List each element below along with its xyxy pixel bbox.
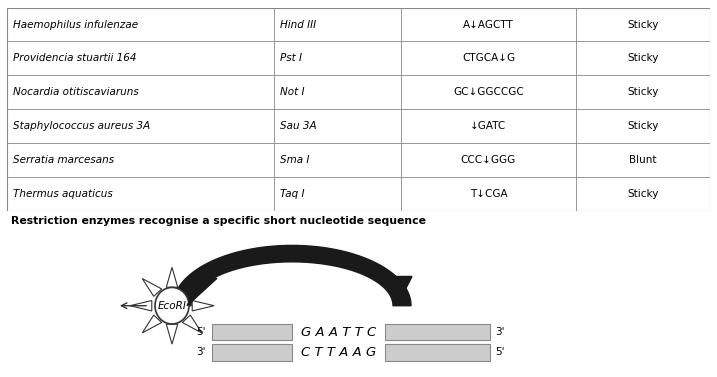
Text: A↓AGCTT: A↓AGCTT: [463, 20, 514, 29]
Text: Not I: Not I: [280, 87, 304, 97]
Text: Sticky: Sticky: [627, 121, 659, 131]
Polygon shape: [382, 276, 412, 306]
Text: GC↓GGCCGC: GC↓GGCCGC: [453, 87, 524, 97]
Text: T↓CGA: T↓CGA: [470, 189, 508, 199]
Text: Serratia marcesans: Serratia marcesans: [13, 155, 114, 165]
Text: 5': 5': [495, 347, 505, 357]
Text: 3': 3': [196, 347, 206, 357]
Polygon shape: [166, 324, 178, 344]
Polygon shape: [187, 278, 217, 306]
Polygon shape: [130, 300, 152, 311]
Polygon shape: [182, 279, 201, 296]
Text: Pst I: Pst I: [280, 54, 302, 63]
Polygon shape: [173, 245, 411, 306]
Bar: [385, 344, 490, 360]
Text: ↓GATC: ↓GATC: [470, 121, 507, 131]
Polygon shape: [166, 267, 178, 287]
Text: Sticky: Sticky: [627, 87, 659, 97]
Text: 3': 3': [495, 327, 505, 337]
Text: Restriction enzymes recognise a specific short nucleotide sequence: Restriction enzymes recognise a specific…: [11, 216, 426, 225]
Text: Nocardia otitiscaviaruns: Nocardia otitiscaviaruns: [13, 87, 138, 97]
Text: Haemophilus infulenzae: Haemophilus infulenzae: [13, 20, 138, 29]
Text: Sticky: Sticky: [627, 189, 659, 199]
Text: CCC↓GGG: CCC↓GGG: [461, 155, 516, 165]
Bar: [212, 324, 292, 340]
Text: Sticky: Sticky: [627, 54, 659, 63]
Text: Thermus aquaticus: Thermus aquaticus: [13, 189, 113, 199]
Text: Taq I: Taq I: [280, 189, 304, 199]
Text: Providencia stuartii 164: Providencia stuartii 164: [13, 54, 136, 63]
Text: Hind III: Hind III: [280, 20, 316, 29]
Polygon shape: [142, 315, 162, 333]
Text: Blunt: Blunt: [630, 155, 657, 165]
Text: Sma I: Sma I: [280, 155, 309, 165]
Text: CTGCA↓G: CTGCA↓G: [462, 54, 515, 63]
Text: Sticky: Sticky: [627, 20, 659, 29]
Polygon shape: [182, 315, 201, 333]
Text: Staphylococcus aureus 3A: Staphylococcus aureus 3A: [13, 121, 150, 131]
Text: C T T A A G: C T T A A G: [301, 346, 376, 359]
Ellipse shape: [155, 287, 189, 324]
Text: 5': 5': [196, 327, 206, 337]
Bar: [385, 324, 490, 340]
Text: EcoRI: EcoRI: [158, 301, 186, 311]
Text: Sau 3A: Sau 3A: [280, 121, 316, 131]
Polygon shape: [142, 279, 162, 296]
Bar: [212, 344, 292, 360]
Polygon shape: [192, 300, 214, 311]
Text: G A A T T C: G A A T T C: [301, 326, 376, 339]
